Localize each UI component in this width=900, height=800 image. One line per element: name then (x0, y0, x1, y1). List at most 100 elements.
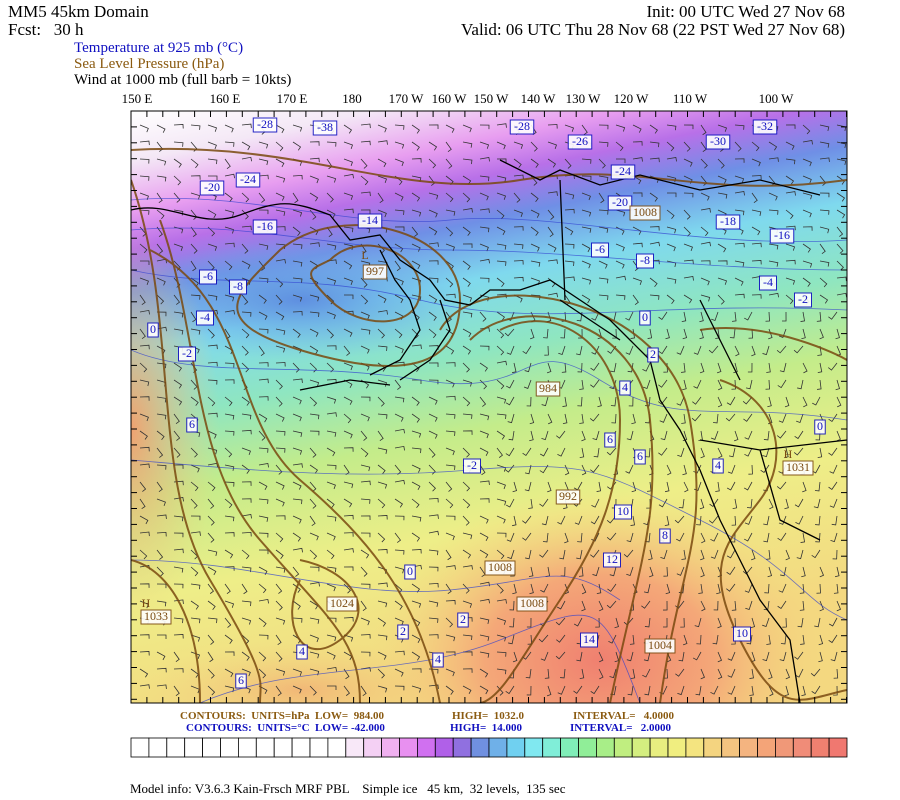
wind-barb (812, 396, 821, 406)
wind-barb (547, 141, 557, 149)
wind-barb (462, 226, 471, 236)
wind-barb (377, 124, 387, 133)
wind-barb (734, 158, 745, 163)
wind-barb (139, 430, 148, 440)
wind-barb (258, 668, 267, 679)
wind-barb (507, 549, 515, 560)
wind-barb (190, 124, 201, 130)
color-swatch (166, 737, 186, 758)
wind-barb (581, 243, 591, 253)
wind-barb (658, 311, 668, 320)
wind-barb (683, 481, 689, 493)
temperature-label-box (639, 310, 651, 326)
wind-barb (547, 292, 559, 298)
wind-barb (275, 124, 285, 134)
wind-barb (139, 515, 149, 525)
wind-barb (784, 447, 789, 459)
longitude-label: 180 (342, 91, 362, 106)
wind-barb (377, 685, 388, 693)
wind-barb (598, 158, 606, 169)
wind-barb (462, 549, 472, 559)
wind-barb (547, 226, 554, 238)
temperature-label-box (659, 528, 671, 544)
wind-barb (784, 396, 790, 408)
wind-barb (794, 430, 804, 440)
wind-barb (139, 175, 150, 181)
wind-barb (479, 396, 487, 407)
wind-barb (802, 158, 812, 167)
frame-ticks (130, 110, 847, 703)
wind-barb (581, 158, 592, 164)
wind-barb (462, 208, 473, 213)
wind-barb (479, 192, 489, 201)
wind-barb (411, 634, 421, 644)
wind-barb (819, 600, 824, 612)
wind-barb (581, 294, 591, 304)
wind-barb (462, 124, 472, 133)
wind-barb (139, 379, 150, 387)
wind-barb (682, 379, 687, 391)
wind-barb (578, 566, 584, 577)
wind-barb (677, 685, 685, 696)
wind-barb (224, 600, 235, 608)
wind-barb (778, 328, 787, 338)
wind-barb (292, 124, 303, 132)
wind-barb (814, 481, 821, 492)
wind-barb (428, 464, 436, 475)
wind-barb (709, 515, 719, 524)
temp-interval: INTERVAL= 2.0000 (570, 722, 672, 734)
pressure-center: H (784, 447, 793, 461)
wind-barb (691, 413, 702, 422)
wind-barb (717, 260, 728, 265)
wind-barb (683, 276, 694, 281)
temperature-label-box (509, 119, 535, 135)
wind-barb (762, 617, 770, 628)
wind-barb (275, 600, 283, 611)
wind-barb (649, 277, 658, 288)
wind-barb (642, 362, 651, 372)
wind-barb (796, 413, 804, 424)
temperature-label-box (404, 564, 416, 580)
wind-barb (190, 498, 198, 509)
wind-barb (836, 396, 842, 408)
wind-barb (377, 668, 386, 679)
wind-barb (744, 447, 753, 457)
wind-barb (726, 583, 736, 592)
wind-barb (139, 362, 148, 373)
wind-barb (360, 345, 370, 354)
wind-barb (258, 311, 268, 320)
wind-barb (814, 617, 821, 628)
temperature-label-box (196, 310, 214, 326)
wind-barb (241, 192, 250, 203)
wind-barb (746, 498, 753, 509)
wind-barb (445, 583, 452, 595)
wind-barb (377, 447, 388, 454)
wind-barb (529, 413, 535, 425)
wind-barb (224, 242, 235, 248)
wind-barb (394, 685, 405, 691)
wind-barb (632, 242, 643, 248)
wind-barb (360, 328, 371, 335)
wind-barb (479, 480, 490, 486)
wind-barb (241, 311, 252, 317)
wind-barb (190, 192, 201, 200)
wind-barb (623, 549, 634, 558)
wind-barb (156, 226, 163, 237)
wind-barb (658, 396, 668, 405)
wind-barb (411, 141, 420, 151)
wind-barb (727, 685, 736, 695)
wind-barb (292, 463, 303, 468)
wind-barb (683, 209, 691, 220)
wind-barb (394, 141, 405, 149)
wind-barb (360, 140, 371, 146)
wind-barb (555, 617, 566, 626)
wind-barb (529, 328, 535, 340)
coastlines (131, 159, 847, 703)
wind-barb (275, 583, 283, 594)
wind-barb (576, 651, 583, 662)
wind-barb (241, 447, 251, 456)
wind-barb (309, 481, 317, 492)
wind-barb (590, 362, 600, 371)
wind-barb (190, 175, 201, 180)
wind-barb (696, 515, 702, 526)
